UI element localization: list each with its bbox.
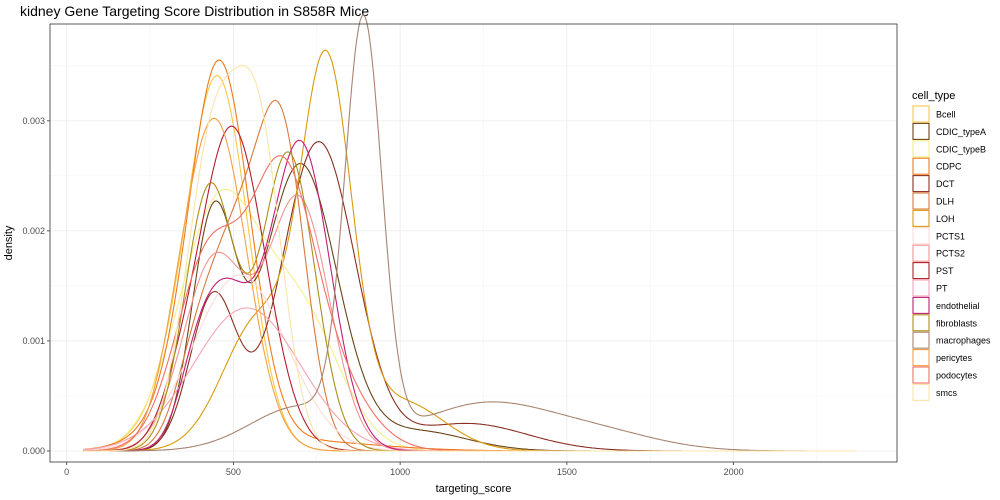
legend-label: fibroblasts bbox=[936, 318, 978, 328]
legend-key bbox=[912, 157, 930, 175]
x-tick-label: 0 bbox=[64, 467, 69, 477]
legend-label: pericytes bbox=[936, 353, 973, 363]
plot-border bbox=[49, 23, 898, 463]
legend-label: LOH bbox=[936, 214, 955, 224]
y-tick-label: 0.002 bbox=[22, 226, 45, 236]
y-tick-label: 0.003 bbox=[22, 116, 45, 126]
legend-label: PT bbox=[936, 284, 948, 294]
legend-key bbox=[912, 383, 930, 401]
legend-title: cell_type bbox=[912, 90, 955, 102]
legend-item-cdic-typeb: CDIC_typeB bbox=[912, 140, 986, 158]
axes: 0 500 1000 1500 2000 0.000 0.001 0.002 0.003 bbox=[22, 116, 743, 477]
legend-key bbox=[912, 105, 930, 123]
legend-label: smcs bbox=[936, 388, 957, 398]
legend-label: Bcell bbox=[936, 110, 956, 120]
legend-key bbox=[912, 209, 930, 227]
legend-item-loh: LOH bbox=[912, 209, 955, 227]
x-tick-label: 1000 bbox=[390, 467, 410, 477]
legend-label: DCT bbox=[936, 179, 955, 189]
legend-item-pcts2: PCTS2 bbox=[912, 244, 965, 262]
legend-key bbox=[912, 175, 930, 193]
legend-item-macrophages: macrophages bbox=[912, 331, 991, 349]
legend-item-pt: PT bbox=[912, 279, 948, 297]
legend: cell_type Bcell CDIC_typeA CDIC_typeB CDPC D… bbox=[912, 90, 991, 401]
legend-key bbox=[912, 296, 930, 314]
legend-key bbox=[912, 314, 930, 332]
legend-key bbox=[912, 244, 930, 262]
legend-key bbox=[912, 366, 930, 384]
x-tick-label: 500 bbox=[226, 467, 241, 477]
y-axis-title: density bbox=[3, 225, 15, 260]
legend-key bbox=[912, 192, 930, 210]
legend-item-dct: DCT bbox=[912, 175, 955, 193]
density-curve-macrophages bbox=[83, 14, 857, 452]
legend-label: endothelial bbox=[936, 301, 980, 311]
legend-item-endothelial: endothelial bbox=[912, 296, 980, 314]
legend-label: DLH bbox=[936, 197, 954, 207]
legend-label: PCTS2 bbox=[936, 249, 965, 259]
density-curve-smcs bbox=[83, 65, 857, 452]
legend-item-pst: PST bbox=[912, 262, 954, 280]
legend-item-smcs: smcs bbox=[912, 383, 957, 401]
legend-key bbox=[912, 279, 930, 297]
legend-label: macrophages bbox=[936, 336, 991, 346]
legend-label: PST bbox=[936, 266, 954, 276]
legend-key bbox=[912, 262, 930, 280]
legend-item-dlh: DLH bbox=[912, 192, 954, 210]
legend-item-cdic-typea: CDIC_typeA bbox=[912, 122, 986, 140]
legend-item-bcell: Bcell bbox=[912, 105, 956, 123]
plot-panel bbox=[50, 24, 897, 462]
x-tick-label: 2000 bbox=[724, 467, 744, 477]
legend-key bbox=[912, 349, 930, 367]
legend-key bbox=[912, 140, 930, 158]
legend-label: CDIC_typeA bbox=[936, 127, 986, 137]
legend-item-podocytes: podocytes bbox=[912, 366, 978, 384]
legend-label: PCTS1 bbox=[936, 231, 965, 241]
x-axis-title: targeting_score bbox=[436, 483, 512, 495]
density-curves bbox=[83, 14, 857, 452]
y-tick-label: 0.001 bbox=[22, 336, 45, 346]
legend-key bbox=[912, 122, 930, 140]
legend-label: podocytes bbox=[936, 371, 978, 381]
x-tick-label: 1500 bbox=[557, 467, 577, 477]
y-tick-label: 0.000 bbox=[22, 446, 45, 456]
legend-key bbox=[912, 331, 930, 349]
legend-item-pericytes: pericytes bbox=[912, 349, 973, 367]
legend-item-fibroblasts: fibroblasts bbox=[912, 314, 978, 332]
legend-item-pcts1: PCTS1 bbox=[912, 227, 965, 245]
legend-key bbox=[912, 227, 930, 245]
legend-label: CDIC_typeB bbox=[936, 144, 986, 154]
legend-item-cdpc: CDPC bbox=[912, 157, 962, 175]
legend-label: CDPC bbox=[936, 162, 962, 172]
chart-title: kidney Gene Targeting Score Distribution… bbox=[20, 3, 369, 19]
